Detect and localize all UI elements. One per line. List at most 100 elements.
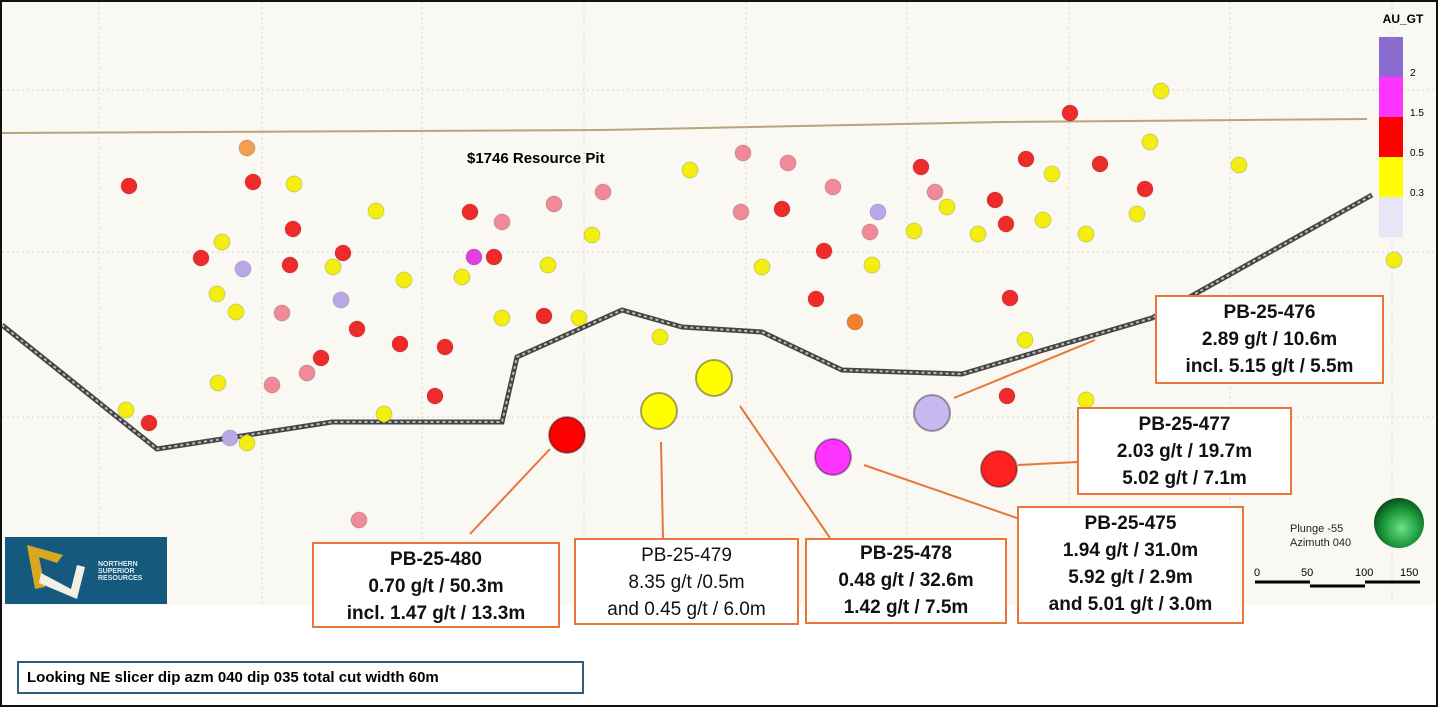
hole-intercept-pb-25-480: [548, 416, 586, 454]
company-logo: NORTHERN SUPERIOR RESOURCES: [5, 537, 167, 604]
drill-intercept-dot: [1034, 211, 1052, 229]
intercept: 1.42 g/t / 7.5m: [843, 597, 969, 618]
drill-intercept-dot: [1128, 205, 1146, 223]
intercept: 5.92 g/t / 2.9m: [1068, 567, 1193, 588]
section-caption: Looking NE slicer dip azm 040 dip 035 to…: [17, 661, 584, 694]
drill-intercept-dot: [375, 405, 393, 423]
logo-mark-icon: [27, 545, 85, 599]
leader-line: [739, 405, 831, 539]
callout-pb-25-475: PB-25-475 1.94 g/t / 31.0m 5.92 g/t / 2.…: [1017, 506, 1244, 624]
azimuth-text: Azimuth 040: [1290, 537, 1352, 549]
leader-line: [863, 464, 1018, 519]
callout-pb-25-478: PB-25-478 0.48 g/t / 32.6m 1.42 g/t / 7.…: [805, 538, 1007, 624]
drill-intercept-dot: [426, 387, 444, 405]
drill-intercept-dot: [594, 183, 612, 201]
drill-intercept-dot: [846, 313, 864, 331]
drill-intercept-dot: [485, 248, 503, 266]
scale-tick: 50: [1301, 567, 1314, 579]
drill-intercept-dot: [117, 401, 135, 419]
drill-intercept-dot: [238, 434, 256, 452]
scale-tick: 100: [1355, 567, 1374, 579]
drill-intercept-dot: [213, 233, 231, 251]
leader-line: [660, 441, 664, 539]
drill-intercept-dot: [1077, 225, 1095, 243]
drill-intercept-dot: [926, 183, 944, 201]
drill-intercept-dot: [350, 511, 368, 529]
drill-intercept-dot: [391, 335, 409, 353]
legend-label: 0.5: [1410, 148, 1424, 159]
legend-title: AU_GT: [1382, 12, 1424, 26]
drill-intercept-dot: [545, 195, 563, 213]
hole-id: PB-25-480: [390, 549, 482, 570]
drill-intercept-dot: [395, 271, 413, 289]
drill-intercept-dot: [461, 203, 479, 221]
legend-swatch: [1379, 157, 1403, 197]
drill-intercept-dot: [1016, 331, 1034, 349]
pit-shell-line: [2, 194, 1373, 451]
callout-pb-25-479: PB-25-479 8.35 g/t /0.5m and 0.45 g/t / …: [574, 538, 799, 625]
drill-intercept-dot: [273, 304, 291, 322]
drill-intercept-dot: [570, 309, 588, 327]
drill-intercept-dot: [535, 307, 553, 325]
intercept: and 0.45 g/t / 6.0m: [607, 599, 766, 620]
leader-line: [469, 448, 551, 535]
hole-id: PB-25-477: [1138, 414, 1231, 435]
drill-intercept-dot: [815, 242, 833, 260]
drill-intercept-dot: [986, 191, 1004, 209]
scale-tick: 150: [1400, 567, 1419, 579]
legend-swatch: [1379, 37, 1403, 77]
drill-intercept-dot: [1230, 156, 1248, 174]
drill-intercept-dot: [681, 161, 699, 179]
legend-label: 1.5: [1410, 108, 1424, 119]
drill-intercept-dot: [732, 203, 750, 221]
drill-intercept-dot: [1001, 289, 1019, 307]
logo-text: NORTHERN SUPERIOR RESOURCES: [98, 561, 143, 582]
drill-intercept-dot: [1017, 150, 1035, 168]
drill-intercept-dot: [208, 285, 226, 303]
drill-intercept-dot: [493, 213, 511, 231]
drill-intercept-dot: [583, 226, 601, 244]
callout-pb-25-476: PB-25-476 2.89 g/t / 10.6m incl. 5.15 g/…: [1155, 295, 1384, 384]
drill-intercept-dot: [285, 175, 303, 193]
drill-intercept-dot: [869, 203, 887, 221]
drill-intercept-dot: [1061, 104, 1079, 122]
intercept: 8.35 g/t /0.5m: [628, 572, 745, 593]
drill-intercept-dot: [348, 320, 366, 338]
drill-intercept-dot: [1152, 82, 1170, 100]
drill-intercept-dot: [861, 223, 879, 241]
drill-intercept-dot: [807, 290, 825, 308]
hole-id: PB-25-479: [641, 545, 732, 566]
drill-intercept-dot: [221, 429, 239, 447]
drill-intercept-dot: [465, 248, 483, 266]
drill-intercept-dot: [734, 144, 752, 162]
hole-intercept-pb-25-479: [640, 392, 678, 430]
drill-intercept-dot: [1141, 133, 1159, 151]
scale-tick: 0: [1254, 567, 1261, 579]
drill-intercept-dot: [1077, 391, 1095, 409]
drill-intercept-dot: [367, 202, 385, 220]
drill-intercept-dot: [227, 303, 245, 321]
drill-intercept-dot: [209, 374, 227, 392]
drill-intercept-dot: [334, 244, 352, 262]
drill-intercept-dot: [863, 256, 881, 274]
legend-label: 0.3: [1410, 188, 1424, 199]
drill-intercept-dot: [436, 338, 454, 356]
hole-id: PB-25-476: [1223, 302, 1316, 323]
drill-intercept-dot: [1385, 251, 1403, 269]
intercept: 0.70 g/t / 50.3m: [368, 576, 504, 597]
orientation-readout: Plunge -55 Azimuth 040: [1290, 522, 1351, 550]
drill-intercept-dot: [284, 220, 302, 238]
drill-intercept-dot: [938, 198, 956, 216]
hole-intercept-pb-25-476: [980, 450, 1018, 488]
drill-intercept-dot: [238, 139, 256, 157]
drill-intercept-dot: [779, 154, 797, 172]
drill-intercept-dot: [192, 249, 210, 267]
drill-intercept-dot: [324, 258, 342, 276]
intercept: and 5.01 g/t / 3.0m: [1048, 594, 1213, 615]
legend-label: 2: [1410, 68, 1416, 79]
drill-intercept-dot: [281, 256, 299, 274]
drill-intercept-dot: [244, 173, 262, 191]
drill-intercept-dot: [998, 387, 1016, 405]
drill-intercept-dot: [1136, 180, 1154, 198]
